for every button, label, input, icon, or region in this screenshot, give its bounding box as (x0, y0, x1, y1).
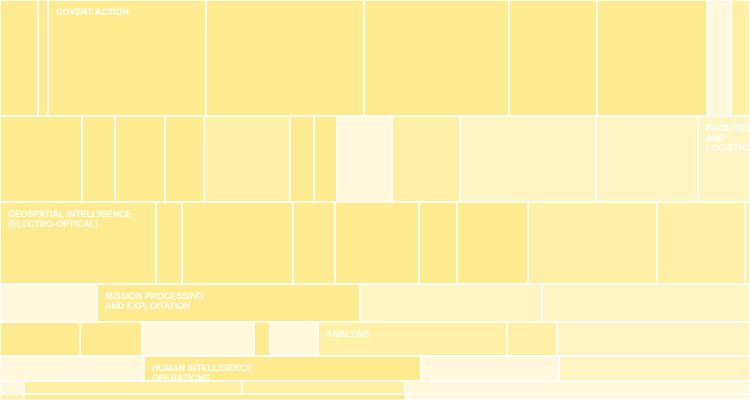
treemap-cell[interactable] (421, 356, 559, 381)
treemap-cell[interactable] (206, 0, 364, 116)
treemap-cell[interactable] (460, 116, 596, 202)
treemap-cell[interactable] (156, 202, 182, 284)
treemap-cell[interactable]: GEOSPATIAL INTELLIGENCE (ELECTRO-OPTICAL… (0, 202, 156, 284)
treemap-cell[interactable] (405, 381, 750, 394)
treemap-cell[interactable]: COVERT ACTION (48, 0, 206, 116)
treemap-cell-label: COVERT ACTION (56, 7, 129, 17)
treemap-cell[interactable] (254, 322, 270, 356)
treemap-cell[interactable]: MISSION PROCESSING AND EXPLOITATION (97, 284, 360, 322)
treemap-cell[interactable] (80, 322, 142, 356)
treemap-cell[interactable] (314, 116, 337, 202)
treemap-cell[interactable] (360, 284, 542, 322)
treemap-cell-label: GEOSPATIAL INTELLIGENCE (ELECTRO-OPTICAL… (8, 209, 132, 229)
treemap-cell[interactable] (38, 0, 48, 116)
treemap-cell[interactable] (204, 116, 290, 202)
treemap-cell[interactable] (182, 202, 293, 284)
treemap-cell[interactable]: FACILITIES AND LOGISTICS (698, 116, 750, 202)
treemap-cell[interactable] (0, 381, 24, 394)
treemap-cell[interactable] (82, 116, 115, 202)
treemap-cell[interactable] (392, 116, 460, 202)
treemap-cell[interactable] (707, 0, 731, 116)
treemap-cell[interactable] (0, 356, 144, 381)
treemap-cell[interactable] (337, 116, 392, 202)
treemap-cell[interactable] (406, 394, 750, 400)
treemap-cell[interactable] (657, 202, 745, 284)
treemap-cell-label: HUMAN INTELLIGENCE OPERATIONS (152, 363, 253, 381)
treemap-cell[interactable] (24, 394, 406, 400)
treemap-cell[interactable] (165, 116, 204, 202)
treemap-cell[interactable] (0, 394, 24, 400)
treemap-cell[interactable] (557, 322, 750, 356)
treemap-cell-label: FACILITIES AND LOGISTICS (706, 123, 750, 153)
treemap-cell[interactable] (24, 381, 242, 394)
treemap-cell[interactable] (528, 202, 657, 284)
treemap-cell[interactable] (0, 116, 82, 202)
treemap-cell[interactable]: HUMAN INTELLIGENCE OPERATIONS (144, 356, 421, 381)
treemap-cell[interactable] (270, 322, 318, 356)
treemap-cell[interactable] (419, 202, 457, 284)
treemap-cell[interactable] (596, 116, 698, 202)
treemap-cell[interactable] (597, 0, 707, 116)
treemap-cell[interactable] (290, 116, 314, 202)
treemap-cell[interactable] (0, 284, 97, 322)
treemap-cell[interactable] (0, 0, 38, 116)
treemap-cell[interactable] (509, 0, 597, 116)
treemap-cell[interactable] (142, 322, 254, 356)
treemap-cell[interactable] (559, 356, 750, 381)
treemap-cell[interactable] (0, 322, 80, 356)
treemap-cell[interactable] (335, 202, 419, 284)
treemap-cell-label: ANALYSIS (326, 329, 370, 339)
treemap-cell[interactable] (542, 284, 750, 322)
treemap-cell[interactable] (731, 0, 750, 116)
treemap-cell-label: MISSION PROCESSING AND EXPLOITATION (105, 291, 204, 311)
treemap-cell[interactable] (293, 202, 335, 284)
treemap-cell[interactable] (242, 381, 405, 394)
treemap-cell[interactable] (364, 0, 509, 116)
treemap-cell[interactable] (745, 202, 750, 284)
treemap-cell[interactable] (507, 322, 557, 356)
treemap-cell[interactable]: ANALYSIS (318, 322, 507, 356)
treemap-cell[interactable] (457, 202, 528, 284)
treemap-cell[interactable] (115, 116, 165, 202)
